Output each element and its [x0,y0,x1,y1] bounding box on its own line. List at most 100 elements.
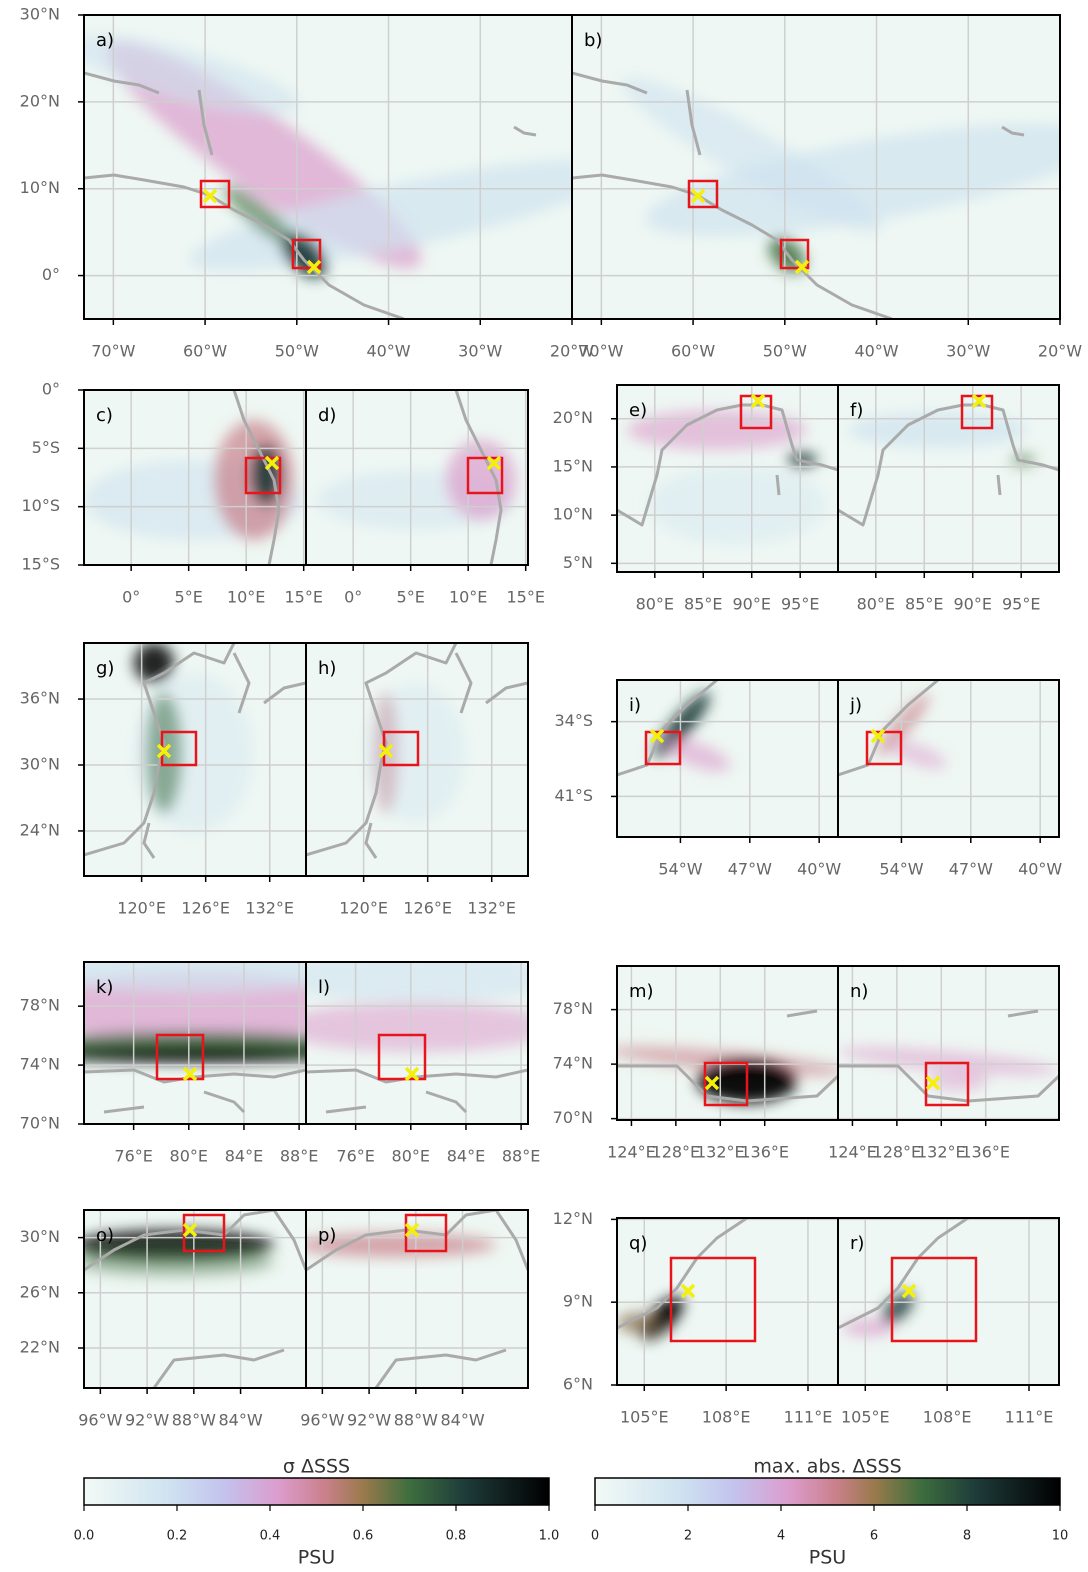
coastline [374,1348,507,1388]
coastline [197,89,214,156]
salinity-plume [366,683,466,823]
x-tick-label: 30°W [458,342,502,361]
colorbar-unit: PSU [809,1547,846,1569]
colorbar-title: max. abs. ΔSSS [753,1456,901,1478]
panel-label: q) [629,1233,647,1254]
panel-label: g) [96,658,114,679]
station-marker [925,1075,941,1091]
station-marker [901,1283,917,1299]
salinity-plume [84,1248,274,1276]
panel-frame [305,961,529,1125]
coastline [232,390,281,565]
x-tick-label: 50°W [275,342,319,361]
coastline [617,1218,748,1330]
coastline [485,681,528,705]
station-marker [378,743,394,759]
salinity-plume [928,1071,988,1091]
ocean [838,966,1059,1120]
map-panel [838,680,1059,837]
y-tick-label: 12°N [553,1209,593,1228]
salinity-plume [889,741,947,769]
colorbar-tick-label: 0.4 [260,1529,281,1544]
map-panel [572,15,1060,319]
map-panel [306,1210,528,1388]
region-box [669,1256,757,1343]
salinity-plume [306,1233,496,1257]
panel-label: i) [629,695,641,716]
coastline [838,1064,1059,1103]
station-marker [156,743,172,759]
salinity-plume [621,76,883,234]
map-panel [306,643,528,876]
x-tick-label: 126°E [181,899,230,918]
colorbar-title: σ ΔSSS [283,1456,350,1478]
salinity-plume [223,184,295,246]
map-panel [306,390,528,565]
plumes [843,1292,914,1336]
x-tick-label: 54°W [658,860,702,879]
panel-frame [305,389,529,566]
panel-label: f) [850,400,863,421]
x-tick-label: 30°W [946,342,990,361]
salinity-plume [84,962,306,992]
map-panel [84,390,306,565]
salinity-plume [306,1002,528,1052]
plumes [366,683,466,823]
y-tick-label: 22°N [20,1337,60,1356]
colorbar-tick-label: 10 [1052,1529,1069,1544]
x-tick-label: 15°E [506,588,544,607]
colorbar-tick-label: 0.0 [74,1529,95,1544]
panel-label: l) [318,977,330,998]
panel-label: p) [318,1225,336,1246]
coastline [454,390,503,565]
x-tick-label: 105°E [841,1408,890,1427]
y-tick-label: 30°N [20,754,60,773]
x-tick-label: 136°E [740,1143,789,1162]
station-marker [486,455,502,471]
x-tick-label: 95°E [1002,595,1040,614]
x-tick-label: 0° [344,588,362,607]
x-tick-label: 70°W [579,342,623,361]
colorbar-unit: PSU [298,1547,335,1569]
plumes [84,962,306,1062]
colorbar-tick-label: 1.0 [539,1529,560,1544]
plumes [84,420,304,540]
x-tick-label: 15°E [284,588,322,607]
y-tick-label: 70°N [20,1114,60,1133]
salinity-plume [627,410,807,450]
station-marker [404,1066,420,1082]
x-tick-label: 88°W [172,1411,216,1430]
panel-label: h) [318,658,336,679]
x-tick-label: 5°E [175,588,203,607]
x-tick-label: 20°W [550,342,594,361]
coastline [364,822,378,859]
panel-label: b) [584,30,602,51]
map-panel [84,962,306,1124]
x-tick-label: 80°E [170,1147,208,1166]
region-box [466,456,504,495]
x-tick-label: 128°E [873,1143,922,1162]
x-tick-label: 92°W [125,1411,169,1430]
x-tick-label: 85°E [905,595,943,614]
station-marker [182,1222,198,1238]
x-tick-label: 124°E [828,1143,877,1162]
station-marker [680,1283,696,1299]
ocean [617,680,838,837]
station-marker [690,188,706,204]
x-tick-label: 105°E [620,1408,669,1427]
y-tick-label: 20°N [553,408,593,427]
x-tick-label: 88°E [280,1147,318,1166]
panel-label: c) [96,405,113,426]
map-panel [84,643,306,876]
region-box [155,1033,205,1081]
coastline [84,71,160,95]
x-tick-label: 10°E [227,588,265,607]
colorbar [83,1477,550,1506]
y-tick-label: 20°N [20,91,60,110]
station-marker [264,455,280,471]
map-panel [617,966,838,1120]
panel-label: a) [96,30,114,51]
panel-label: r) [850,1233,864,1254]
y-tick-label: 6°N [563,1375,593,1394]
x-tick-label: 80°E [636,595,674,614]
